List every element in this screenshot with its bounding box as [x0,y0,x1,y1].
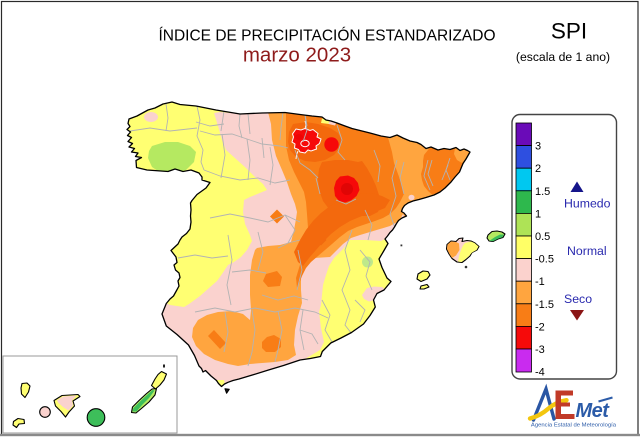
svg-text:-0.5: -0.5 [535,254,554,266]
svg-text:1.5: 1.5 [535,186,550,198]
svg-text:1: 1 [535,208,541,220]
svg-text:ÍNDICE DE PRECIPITACIÓN ESTAND: ÍNDICE DE PRECIPITACIÓN ESTANDARIZADO [158,28,495,45]
svg-text:3: 3 [535,141,541,153]
svg-text:-3: -3 [535,344,545,356]
svg-text:(escala de 1 ano): (escala de 1 ano) [516,50,610,64]
svg-text:-2: -2 [535,321,545,333]
svg-text:Seco: Seco [564,292,592,306]
svg-text:Normal: Normal [567,244,607,258]
svg-text:-1: -1 [535,276,545,288]
svg-text:Agencia Estatal de Meteorologí: Agencia Estatal de Meteorología [531,423,617,429]
svg-text:-1.5: -1.5 [535,299,554,311]
svg-text:0.5: 0.5 [535,231,550,243]
svg-text:2: 2 [535,163,541,175]
svg-text:Humedo: Humedo [564,197,611,211]
svg-text:marzo 2023: marzo 2023 [243,44,351,67]
svg-text:-4: -4 [535,367,545,379]
svg-text:SPI: SPI [551,19,587,44]
svg-text:Met: Met [576,400,611,422]
